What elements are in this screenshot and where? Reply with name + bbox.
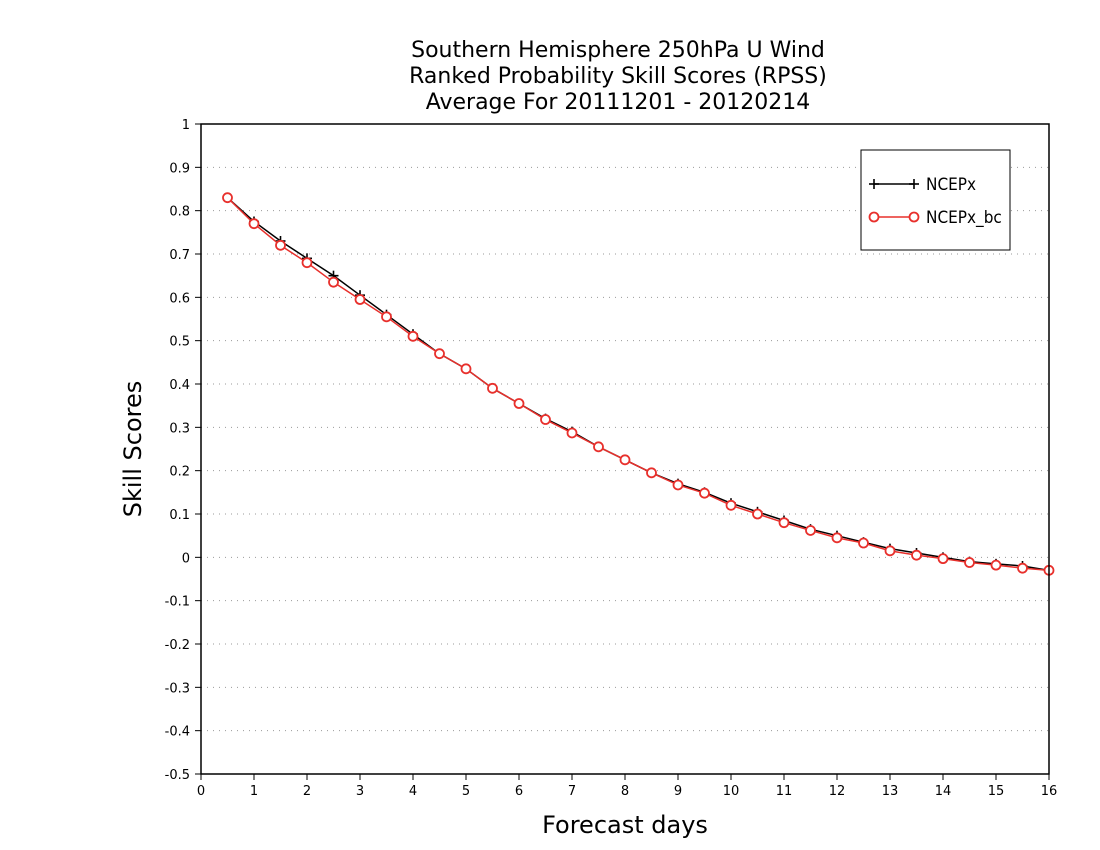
y-tick-label: -0.4 xyxy=(165,725,190,740)
y-tick-label: 0.4 xyxy=(169,378,190,393)
data-point-circle xyxy=(354,294,366,305)
data-point-circle xyxy=(593,441,604,453)
x-tick-label: 14 xyxy=(935,784,952,799)
legend: NCEPx NCEPx_bc xyxy=(860,149,1011,251)
legend-item: NCEPx xyxy=(869,175,976,195)
data-point-circle xyxy=(381,311,392,323)
plot-series xyxy=(222,192,1055,576)
y-axis-ticks: -0.5 -0.4 -0.3 -0.2 -0.1 0 0.1 0.2 0.3 0.4 0.5 0.6 0… xyxy=(165,118,201,783)
x-tick-label: 5 xyxy=(462,784,470,799)
data-point-circle xyxy=(752,508,763,520)
data-point-circle xyxy=(831,532,843,544)
legend-item: NCEPx_bc xyxy=(868,208,1002,228)
y-tick-label: 0.8 xyxy=(169,205,190,220)
data-point-circle xyxy=(725,499,737,511)
y-tick-label: -0.3 xyxy=(165,681,190,696)
data-point-circle xyxy=(301,257,313,269)
y-tick-label: 0.5 xyxy=(169,335,190,350)
x-tick-label: 16 xyxy=(1041,784,1058,799)
data-point-circle xyxy=(778,517,790,529)
y-tick-label: -0.1 xyxy=(165,595,190,610)
data-point-circle xyxy=(1017,562,1028,574)
x-axis-ticks: 0 1 2 3 4 5 6 7 8 9 10 11 12 13 14 15 16 xyxy=(197,774,1057,799)
legend-label: NCEPx_bc xyxy=(926,208,1002,228)
y-tick-label: -0.5 xyxy=(165,768,190,783)
x-tick-label: 9 xyxy=(674,784,682,799)
data-point-circle xyxy=(911,549,922,561)
data-point-plus xyxy=(869,179,879,189)
data-point-circle xyxy=(566,427,578,439)
data-point-circle xyxy=(248,218,260,230)
series-line xyxy=(226,197,1050,572)
y-tick-label: 0.6 xyxy=(169,291,190,306)
data-point-circle xyxy=(407,330,419,342)
y-tick-label: 0.1 xyxy=(169,508,190,523)
data-point-circle xyxy=(487,382,498,394)
x-tick-label: 0 xyxy=(197,784,205,799)
x-tick-label: 12 xyxy=(829,784,846,799)
series-line xyxy=(226,197,1050,572)
legend-label: NCEPx xyxy=(926,175,976,195)
data-point-circle xyxy=(858,537,869,549)
data-point-circle xyxy=(460,363,472,375)
x-tick-label: 3 xyxy=(356,784,364,799)
x-axis-label: Forecast days xyxy=(542,811,708,839)
data-point-circle xyxy=(990,559,1002,571)
data-point-circle xyxy=(908,211,920,223)
data-point-circle xyxy=(805,525,816,536)
x-tick-label: 2 xyxy=(303,784,311,799)
x-tick-label: 4 xyxy=(409,784,417,799)
legend-box xyxy=(860,149,1011,251)
data-point-circle xyxy=(646,467,657,479)
data-point-circle xyxy=(275,239,286,251)
x-tick-label: 11 xyxy=(776,784,793,799)
data-point-circle xyxy=(222,192,233,204)
x-tick-label: 7 xyxy=(568,784,576,799)
x-tick-label: 13 xyxy=(882,784,899,799)
y-tick-label: 0.7 xyxy=(169,248,190,263)
series-ncepx-bc xyxy=(222,192,1055,576)
x-tick-label: 15 xyxy=(988,784,1005,799)
data-point-plus xyxy=(909,179,919,189)
y-tick-label: 0.3 xyxy=(169,421,190,436)
data-point-circle xyxy=(328,276,339,288)
data-point-circle xyxy=(434,348,445,360)
title-line-3: Average For 20111201 - 20120214 xyxy=(426,90,811,115)
x-tick-label: 8 xyxy=(621,784,629,799)
title-line-1: Southern Hemisphere 250hPa U Wind xyxy=(411,38,825,63)
x-tick-label: 10 xyxy=(723,784,740,799)
data-point-circle xyxy=(513,398,525,409)
plot-frame xyxy=(200,123,1050,775)
data-point-circle xyxy=(937,553,949,565)
title-line-2: Ranked Probability Skill Scores (RPSS) xyxy=(409,64,827,89)
data-point-circle xyxy=(672,479,684,491)
data-point-circle xyxy=(699,487,710,499)
data-point-circle xyxy=(964,557,975,568)
chart-title: Southern Hemisphere 250hPa U Wind Ranked… xyxy=(409,38,827,115)
data-point-circle xyxy=(884,545,896,557)
y-tick-label: 0 xyxy=(182,551,190,566)
x-tick-label: 1 xyxy=(250,784,258,799)
gridlines xyxy=(201,166,1049,732)
y-tick-label: 0.2 xyxy=(169,465,190,480)
y-axis-label: Skill Scores xyxy=(119,381,147,518)
data-point-circle xyxy=(619,454,631,466)
data-point-circle xyxy=(868,211,880,223)
y-tick-label: -0.2 xyxy=(165,638,190,653)
y-tick-label: 1 xyxy=(182,118,190,133)
x-tick-label: 6 xyxy=(515,784,523,799)
y-tick-label: 0.9 xyxy=(169,161,190,176)
data-point-circle xyxy=(540,414,551,425)
